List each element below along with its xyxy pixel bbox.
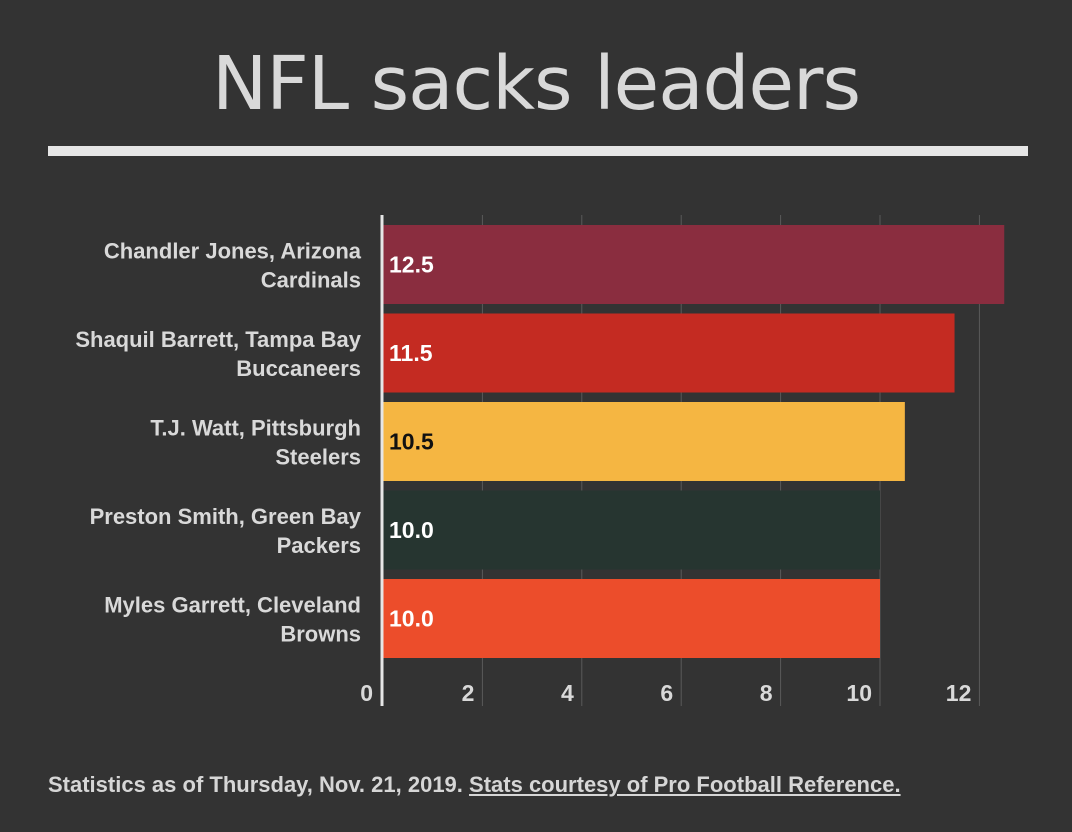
bar-value-label: 12.5 xyxy=(389,252,434,278)
x-tick-label: 6 xyxy=(660,680,673,706)
x-tick-label: 12 xyxy=(946,680,972,706)
bars: 12.5 11.5 10.5 10.0 10.0 xyxy=(383,225,1005,658)
bar-value-label: 10.5 xyxy=(389,429,434,455)
title-rule xyxy=(48,146,1028,156)
bar xyxy=(383,579,880,658)
bar xyxy=(383,313,955,393)
bar-value-label: 11.5 xyxy=(389,340,433,366)
bar xyxy=(383,402,905,481)
bar xyxy=(383,490,880,570)
x-tick-label: 10 xyxy=(846,680,872,706)
category-label: T.J. Watt, Pittsburgh Steelers xyxy=(150,416,361,470)
category-label: Myles Garrett, Cleveland Browns xyxy=(104,593,361,647)
bar-value-label: 10.0 xyxy=(389,606,434,632)
x-tick-label: 2 xyxy=(462,680,475,706)
category-label: Preston Smith, Green Bay Packers xyxy=(90,504,362,558)
x-tick-label: 8 xyxy=(760,680,773,706)
bar xyxy=(383,225,1005,304)
x-tick-labels: 0 2 4 6 8 10 12 xyxy=(360,680,971,706)
chart-title: NFL sacks leaders xyxy=(211,41,861,127)
source-link[interactable]: Stats courtesy of Pro Football Reference… xyxy=(469,772,901,797)
x-tick-label: 4 xyxy=(561,680,574,706)
x-tick-label: 0 xyxy=(360,680,373,706)
category-labels: Chandler Jones, Arizona Cardinals Shaquil … xyxy=(75,239,361,647)
footer: Statistics as of Thursday, Nov. 21, 2019… xyxy=(48,772,901,798)
footer-note: Statistics as of Thursday, Nov. 21, 2019… xyxy=(48,772,463,797)
category-label: Shaquil Barrett, Tampa Bay Buccaneers xyxy=(75,327,361,381)
bar-value-label: 10.0 xyxy=(389,517,434,543)
category-label: Chandler Jones, Arizona Cardinals xyxy=(104,239,362,293)
